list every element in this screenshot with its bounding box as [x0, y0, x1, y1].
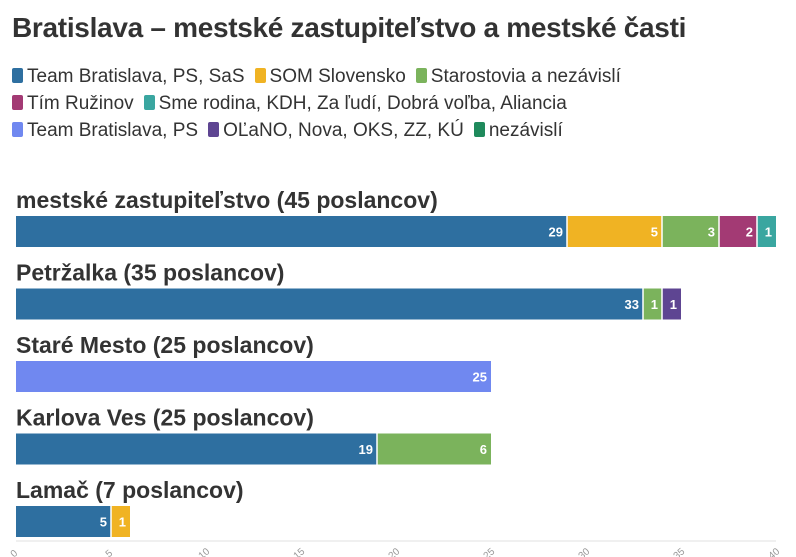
bar-segment	[16, 361, 491, 392]
legend-swatch	[208, 122, 220, 137]
legend-label: Sme rodina, KDH, Za ľudí, Dobrá voľba, A…	[158, 93, 567, 114]
x-tick-label: 35	[672, 546, 688, 557]
legend-row: Tím Ružinov Sme rodina, KDH, Za ľudí, Dob…	[12, 93, 788, 120]
chart-title: Bratislava – mestské zastupiteľstvo a me…	[12, 12, 687, 43]
legend-label: OĽaNO, Nova, OKS, ZZ, KÚ	[223, 120, 464, 141]
bar-segment	[111, 506, 130, 537]
legend-row: Team Bratislava, PS, SaS SOM Slovensko Sta…	[12, 66, 788, 93]
bar-segment	[662, 288, 681, 320]
group-label: Staré Mesto (25 poslancov)	[16, 332, 314, 358]
group-label: mestské zastupiteľstvo (45 poslancov)	[16, 187, 438, 213]
legend-label: nezávislí	[488, 120, 563, 141]
bar-segment	[719, 216, 757, 247]
group-label: Lamač (7 poslancov)	[16, 477, 244, 503]
data-label: 1	[670, 297, 677, 312]
legend-swatch	[12, 122, 23, 137]
group-label: Karlova Ves (25 poslancov)	[16, 405, 314, 431]
data-label: 1	[119, 515, 126, 530]
data-label: 6	[480, 442, 487, 457]
data-label: 3	[708, 225, 715, 240]
legend-swatch	[143, 95, 155, 110]
x-tick-label: 10	[197, 546, 213, 557]
legend-swatch	[415, 68, 427, 83]
legend-swatch	[254, 68, 266, 83]
legend-item: Team Bratislava, PS	[12, 120, 198, 142]
legend-label: Starostovia a nezávislí	[430, 66, 621, 87]
bar-segment	[16, 216, 567, 247]
data-label: 1	[651, 297, 658, 312]
bar-segment	[16, 433, 377, 465]
group-label: Petržalka (35 poslancov)	[16, 260, 284, 286]
data-label: 2	[746, 225, 753, 240]
x-tick-label: 5	[104, 548, 116, 557]
bar-segment	[757, 216, 776, 247]
legend-item: OĽaNO, Nova, OKS, ZZ, KÚ	[208, 120, 464, 142]
legend-swatch	[12, 95, 23, 110]
legend-label: Team Bratislava, PS	[27, 120, 199, 141]
legend-item: Team Bratislava, PS, SaS	[12, 66, 245, 88]
x-tick-label: 0	[9, 548, 21, 557]
data-label: 33	[625, 297, 639, 312]
x-tick-label: 15	[292, 546, 308, 557]
legend-item: Sme rodina, KDH, Za ľudí, Dobrá voľba, A…	[143, 93, 567, 115]
data-label: 29	[549, 225, 563, 240]
bar-segment	[377, 433, 491, 465]
legend-item: Tím Ružinov	[12, 93, 134, 115]
bar-segment	[16, 288, 643, 320]
legend-row: Team Bratislava, PS OĽaNO, Nova, OKS, ZZ,…	[12, 120, 788, 147]
legend-swatch	[12, 68, 23, 83]
bar-segment	[567, 216, 662, 247]
legend-label: Team Bratislava, PS, SaS	[27, 66, 245, 87]
bar-segment	[643, 288, 662, 320]
data-label: 1	[765, 225, 772, 240]
x-tick-label: 25	[482, 546, 498, 557]
legend-swatch	[473, 122, 485, 137]
x-tick-label: 20	[387, 546, 403, 557]
legend-item: nezávislí	[473, 120, 563, 142]
data-label: 25	[473, 370, 487, 385]
data-label: 19	[359, 442, 373, 457]
legend-label: SOM Slovensko	[269, 66, 406, 87]
legend-item: Starostovia a nezávislí	[415, 66, 621, 88]
legend-item: SOM Slovensko	[254, 66, 406, 88]
x-tick-label: 40	[767, 546, 783, 557]
x-tick-label: 30	[577, 546, 593, 557]
legend: Team Bratislava, PS, SaS SOM Slovensko Sta…	[12, 66, 788, 147]
bar-segment	[662, 216, 719, 247]
data-label: 5	[100, 515, 107, 530]
data-label: 5	[651, 225, 658, 240]
legend-label: Tím Ružinov	[27, 93, 134, 114]
bar-segment	[16, 506, 111, 537]
